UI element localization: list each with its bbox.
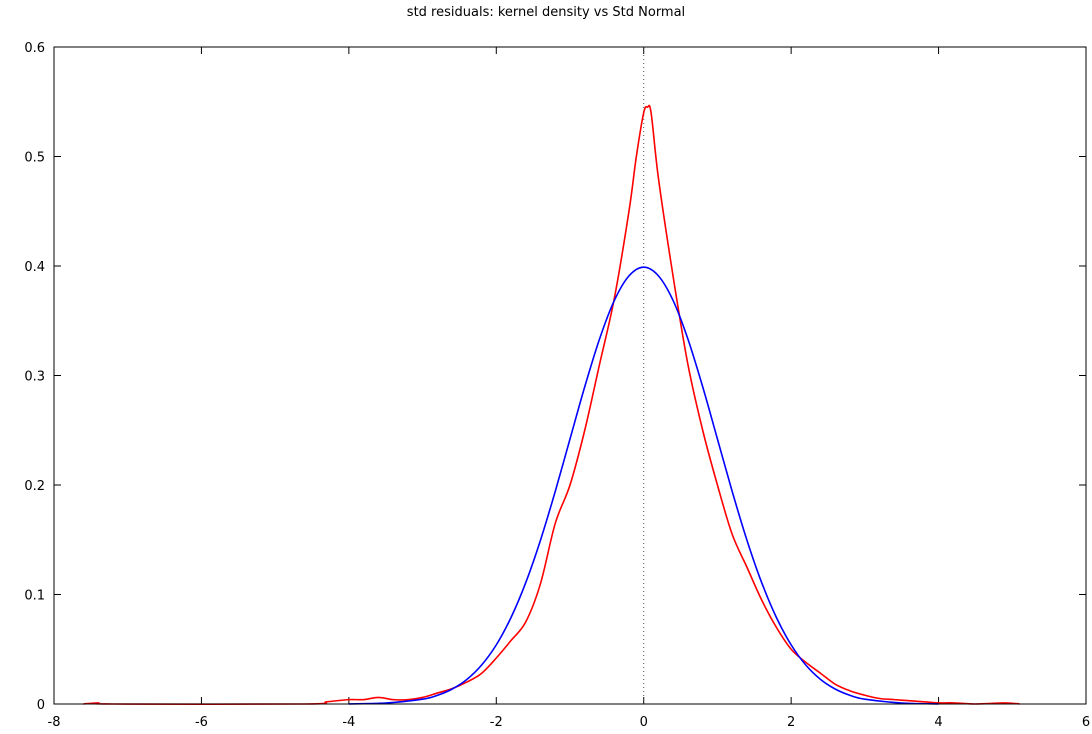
x-tick-label: -2	[490, 715, 503, 730]
x-tick-label: 2	[787, 715, 795, 730]
y-tick-label: 0.5	[24, 151, 45, 166]
y-tick-label: 0.2	[24, 479, 45, 494]
series-layer	[83, 106, 1019, 705]
y-tick-label: 0.3	[24, 370, 45, 385]
x-tick-label: -6	[195, 715, 208, 730]
std-normal-line	[349, 267, 939, 704]
y-tick-label: 0.1	[24, 589, 45, 604]
y-tick-label: 0	[37, 698, 45, 713]
y-tick-label: 0.6	[24, 41, 45, 56]
y-tick-label: 0.4	[24, 260, 45, 275]
x-tick-label: -8	[48, 715, 61, 730]
plot-frame	[54, 47, 1086, 704]
kernel-density-line	[83, 106, 1019, 705]
x-tick-label: 4	[934, 715, 942, 730]
x-tick-label: 0	[640, 715, 648, 730]
ticks-layer: -8 -6 -4 -2 0 2 4 6 0 0.1 0.2 0.3 0.4 0.5 0.6	[24, 41, 1090, 730]
x-tick-label: 6	[1082, 715, 1090, 730]
x-tick-label: -4	[342, 715, 355, 730]
